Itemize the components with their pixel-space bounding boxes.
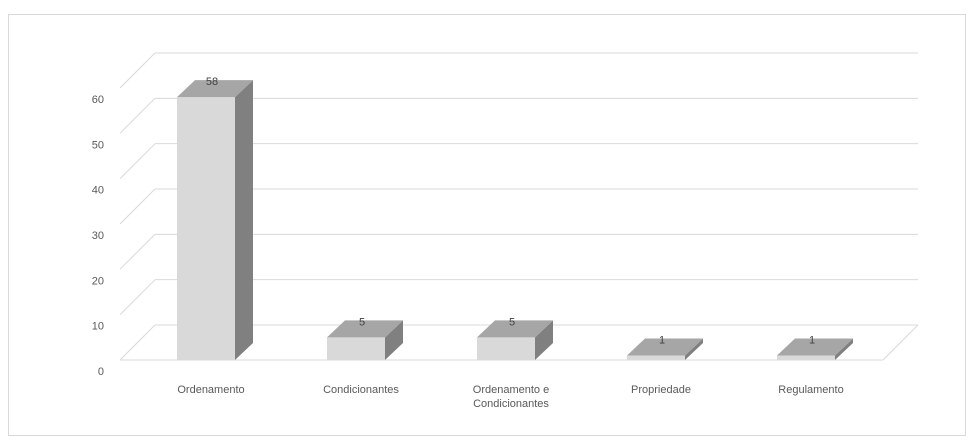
bar-top xyxy=(627,338,703,356)
bar-top xyxy=(327,320,403,338)
data-label: 5 xyxy=(359,316,365,328)
category-label: Ordenamento xyxy=(177,384,244,396)
bar xyxy=(777,338,853,360)
y-axis-ticks: 0 10 20 30 40 50 60 xyxy=(92,94,104,378)
category-label: Condicionantes xyxy=(323,384,399,396)
y-tick-label: 0 xyxy=(98,366,104,378)
category-label: Propriedade xyxy=(631,384,691,396)
y-tick-label: 30 xyxy=(92,230,104,242)
gridline-diagonal xyxy=(119,97,156,134)
bar-front xyxy=(477,337,535,360)
bar-side xyxy=(235,80,253,361)
gridline-diagonal xyxy=(119,52,156,89)
gridline-diagonal xyxy=(119,279,156,316)
bar xyxy=(477,320,553,360)
category-label-line: Ordenamento e xyxy=(473,384,549,396)
bar-front xyxy=(327,337,385,360)
category-label-line: Ordenamento xyxy=(177,384,244,396)
category-label: Regulamento xyxy=(778,384,843,396)
bar-side xyxy=(835,338,853,360)
bar-front xyxy=(627,355,685,360)
y-tick-label: 40 xyxy=(92,185,104,197)
category-label-line: Condicionantes xyxy=(323,384,399,396)
data-label: 1 xyxy=(659,334,665,346)
y-tick-label: 50 xyxy=(92,139,104,151)
data-label: 1 xyxy=(809,334,815,346)
gridline-diagonal xyxy=(119,233,156,270)
bar xyxy=(177,80,253,361)
category-label-line: Condicionantes xyxy=(473,398,549,410)
gridline-diagonal xyxy=(119,324,156,361)
bar-side xyxy=(685,338,703,360)
bar-front xyxy=(177,97,235,361)
bar-side xyxy=(535,320,553,360)
x-axis-labels: Ordenamento Condicionantes Ordenamento e Co… xyxy=(177,384,843,410)
bar-top xyxy=(777,338,853,356)
gridlines xyxy=(119,52,919,361)
y-tick-label: 10 xyxy=(92,321,104,333)
chart-frame xyxy=(8,14,966,436)
bar-top xyxy=(477,320,553,338)
data-label: 5 xyxy=(509,316,515,328)
gridline-diagonal xyxy=(119,143,156,180)
bar-top xyxy=(177,80,253,98)
category-label-line: Regulamento xyxy=(778,384,843,396)
bar xyxy=(327,320,403,360)
data-label: 58 xyxy=(206,76,218,88)
category-label-line: Propriedade xyxy=(631,384,691,396)
category-label: Ordenamento e Condicionantes xyxy=(473,384,550,410)
bar xyxy=(627,338,703,360)
data-labels: 58 5 5 1 1 xyxy=(206,76,815,346)
gridline-diagonal xyxy=(119,188,156,225)
bar-front xyxy=(777,355,835,360)
bars xyxy=(177,80,853,361)
y-tick-label: 60 xyxy=(92,94,104,106)
y-tick-label: 20 xyxy=(92,275,104,287)
bar-side xyxy=(385,320,403,360)
floor-right-edge xyxy=(882,324,919,361)
